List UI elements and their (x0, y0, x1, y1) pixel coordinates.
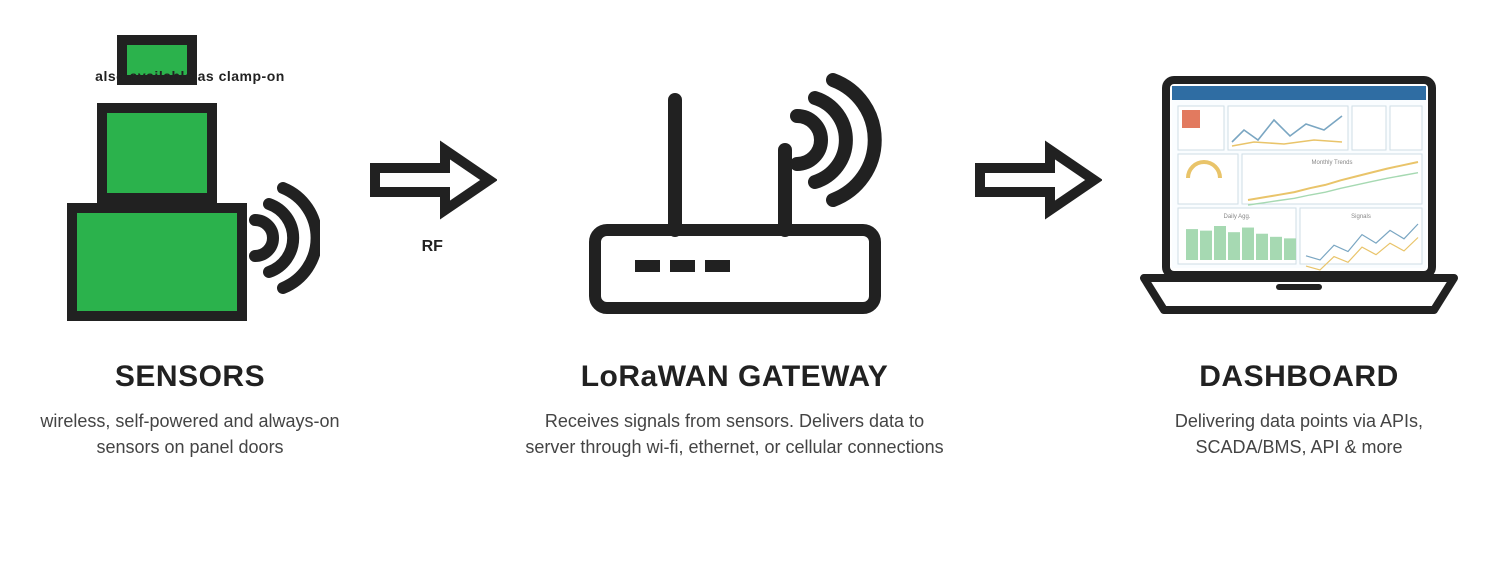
svg-text:Signals: Signals (1351, 214, 1371, 220)
laptop-icon: Monthly Trends Daily Agg. Signals (1134, 50, 1464, 330)
svg-text:Daily Agg.: Daily Agg. (1223, 214, 1250, 220)
arrow-1-sub: RF (422, 238, 443, 256)
gateway-title: LoRaWAN GATEWAY (581, 360, 889, 394)
arrow-right-icon (972, 140, 1102, 220)
arrow-1-block: RF (362, 20, 502, 256)
sensors-panel: also available as clamp-on SENSORS wirel… (40, 20, 340, 460)
dashboard-panel: Monthly Trends Daily Agg. Signals DASHBO… (1129, 20, 1469, 460)
dashboard-title: DASHBOARD (1199, 360, 1399, 394)
gateway-panel: LoRaWAN GATEWAY Receives signals from se… (525, 20, 945, 460)
arrow-right-icon (367, 140, 497, 220)
svg-text:Monthly Trends: Monthly Trends (1311, 160, 1352, 166)
dashboard-desc: Delivering data points via APIs, SCADA/B… (1129, 408, 1469, 460)
sensors-title: SENSORS (115, 360, 265, 394)
arrow-2-block (967, 20, 1107, 238)
sensor-caption: also available as clamp-on (40, 68, 340, 84)
sensors-visual: also available as clamp-on (40, 20, 340, 330)
sensors-desc: wireless, self-powered and always-on sen… (40, 408, 340, 460)
gateway-desc: Receives signals from sensors. Delivers … (525, 408, 945, 460)
gateway-icon (565, 30, 905, 330)
dashboard-visual: Monthly Trends Daily Agg. Signals (1129, 20, 1469, 330)
gateway-visual (525, 20, 945, 330)
